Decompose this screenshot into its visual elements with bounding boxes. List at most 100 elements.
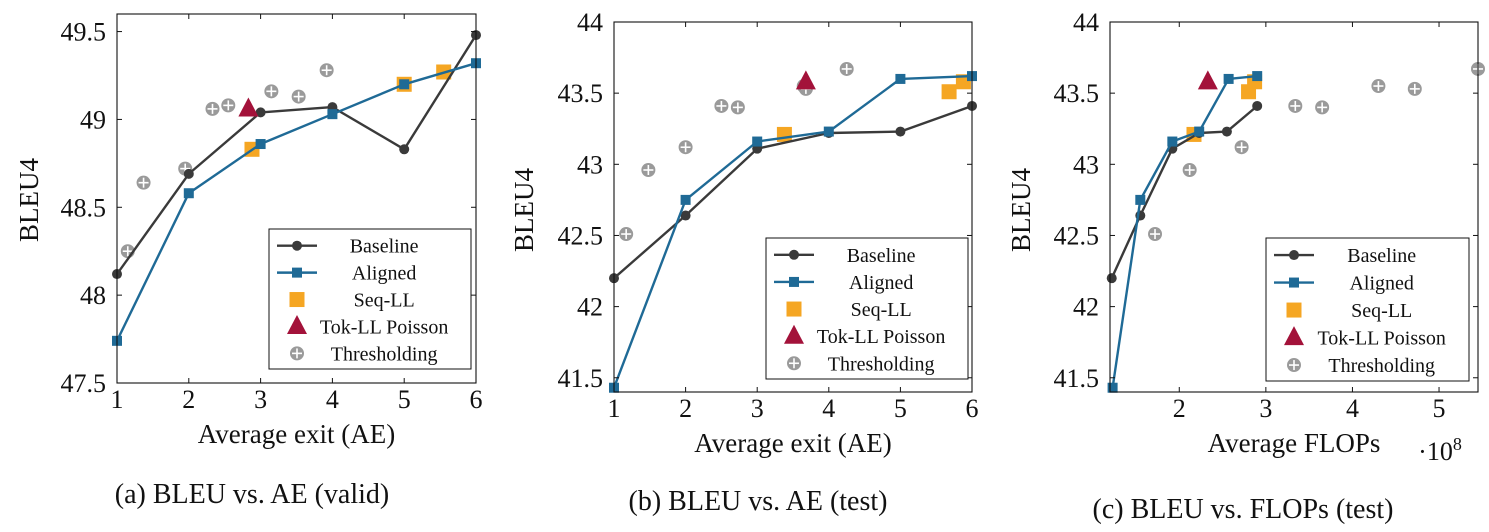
data-point-baseline <box>1221 126 1232 137</box>
y-tick-label: 43.5 <box>1054 79 1100 108</box>
legend-marker <box>789 249 799 260</box>
data-point-tok-ll-poisson <box>795 70 816 90</box>
y-axis-label: BLEU4 <box>1006 168 1036 252</box>
data-point-thresholding <box>1148 227 1163 242</box>
x-tick-label: 3 <box>1259 394 1272 423</box>
series-aligned <box>1107 71 1263 393</box>
series-line-aligned <box>612 74 973 389</box>
legend-label: Aligned <box>849 272 913 294</box>
legend-label: Baseline <box>350 236 419 258</box>
x-tick-label: 3 <box>751 394 764 423</box>
data-point-aligned <box>895 73 906 84</box>
legend-marker <box>292 267 302 278</box>
data-point-baseline <box>895 126 906 137</box>
legend-item-seq-ll: Seq-LL <box>786 299 912 321</box>
data-point-aligned <box>399 79 410 90</box>
data-point-aligned <box>183 188 194 199</box>
data-point-baseline <box>680 210 691 221</box>
y-tick-label: 43 <box>577 150 603 179</box>
x-tick-label: 2 <box>1173 394 1186 423</box>
data-point-aligned <box>1107 382 1118 393</box>
legend-item-tok-ll-poisson: Tok-LL Poisson <box>784 324 945 348</box>
legend-item-thresholding: Thresholding <box>787 353 934 375</box>
legend-label: Thresholding <box>1328 355 1435 377</box>
legend-item-tok-ll-poisson: Tok-LL Poisson <box>287 315 448 338</box>
x-tick-label: 3 <box>254 385 267 414</box>
data-point-aligned <box>327 109 338 120</box>
data-point-thresholding <box>678 140 693 155</box>
legend-item-aligned: Aligned <box>1274 273 1414 295</box>
chart-panel-3: 2 3 4 5 41.5 42 42.5 43 43.5 44 Average FLOPs BLEU4… <box>1006 8 1485 525</box>
data-point-baseline <box>399 144 410 155</box>
data-point-thresholding <box>1371 79 1386 94</box>
data-point-thresholding <box>641 163 656 177</box>
x-tick-label: 5 <box>1433 394 1446 423</box>
y-tick-label: 49.5 <box>61 18 107 47</box>
legend-marker <box>786 301 802 317</box>
data-point-thresholding <box>714 98 729 113</box>
series-baseline <box>609 100 977 284</box>
legend-label: Baseline <box>1347 245 1416 267</box>
figure-caption: (b) BLEU vs. AE (test) <box>629 486 888 517</box>
legend-label: Baseline <box>847 245 916 267</box>
data-point-tok-ll-poisson <box>238 97 259 117</box>
y-tick-label: 44 <box>1073 8 1099 37</box>
data-point-thresholding <box>205 101 220 116</box>
legend-label: Seq-LL <box>851 299 912 321</box>
legend-marker <box>292 240 302 251</box>
legend-item-seq-ll: Seq-LL <box>289 290 415 312</box>
legend-item-thresholding: Thresholding <box>1287 355 1435 377</box>
data-point-thresholding <box>1234 140 1249 155</box>
y-tick-label: 44 <box>577 8 603 37</box>
data-point-thresholding <box>136 175 151 190</box>
series-thresholding <box>1148 61 1485 242</box>
series-tok-ll-poisson <box>1197 70 1218 90</box>
data-point-aligned <box>752 136 763 147</box>
legend-marker <box>1289 277 1299 288</box>
legend-label: Seq-LL <box>1351 300 1412 322</box>
axes-frame <box>1109 21 1479 393</box>
x-tick-label: 2 <box>182 385 195 414</box>
series-baseline <box>112 30 481 280</box>
data-point-thresholding <box>319 63 334 78</box>
axes-frame <box>613 21 973 393</box>
x-tick-label: 6 <box>966 394 979 423</box>
legend-item-baseline: Baseline <box>774 245 916 267</box>
legend-label: Thresholding <box>828 353 935 375</box>
figure-caption: (a) BLEU vs. AE (valid) <box>115 479 390 510</box>
legend-item-baseline: Baseline <box>277 236 419 258</box>
y-tick-label: 48 <box>80 281 106 310</box>
data-point-thresholding <box>264 84 279 99</box>
y-tick-label: 42 <box>1073 293 1099 322</box>
series-thresholding <box>619 61 854 242</box>
legend-label: Tok-LL Poisson <box>1317 328 1445 350</box>
chart-panel-1: 1 2 3 4 5 6 47.5 48 48.5 49 49.5 Average exit (AE) B… <box>14 13 483 510</box>
axes-frame <box>116 13 477 384</box>
x-axis-label: Average exit (AE) <box>198 419 395 449</box>
legend-label: Tok-LL Poisson <box>817 326 945 348</box>
data-point-thresholding <box>1288 98 1303 113</box>
plot-area <box>112 30 481 346</box>
data-point-thresholding <box>1182 163 1197 177</box>
legend-marker <box>1286 302 1302 318</box>
y-axis-label: BLEU4 <box>509 168 539 252</box>
data-point-thresholding <box>221 98 236 113</box>
legend-label: Seq-LL <box>354 290 415 312</box>
legend-item-aligned: Aligned <box>774 272 913 294</box>
y-tick-label: 49 <box>80 105 106 134</box>
data-point-thresholding <box>619 227 634 242</box>
y-tick-label: 42.5 <box>558 221 604 250</box>
series-thresholding <box>120 63 334 259</box>
legend-item-baseline: Baseline <box>1274 245 1416 267</box>
legend-marker <box>787 356 801 371</box>
series-line-baseline <box>613 104 973 280</box>
legend: Baseline Aligned Seq-LL Tok-LL Poisson Thres… <box>765 237 969 380</box>
series-baseline <box>1106 100 1263 284</box>
legend-item-thresholding: Thresholding <box>290 343 437 365</box>
data-point-thresholding <box>1407 81 1422 96</box>
legend-item-tok-ll-poisson: Tok-LL Poisson <box>1284 326 1446 350</box>
x-tick-label: 4 <box>326 385 339 414</box>
legend-item-seq-ll: Seq-LL <box>1286 300 1412 322</box>
